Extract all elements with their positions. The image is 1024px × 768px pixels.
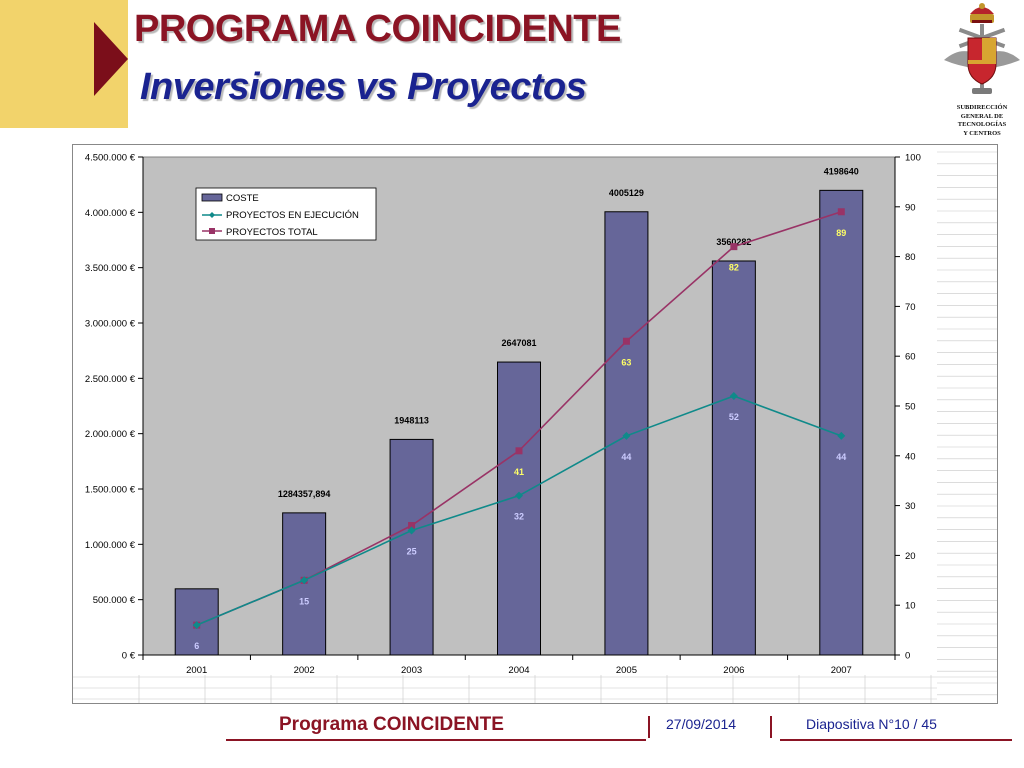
- legend-label: PROYECTOS EN EJECUCIÓN: [226, 210, 359, 221]
- bar-data-label: 4198640: [824, 166, 859, 176]
- x-tick-label: 2003: [401, 665, 422, 676]
- shield-icon: [967, 37, 997, 85]
- y-tick-label-right: 20: [905, 551, 916, 562]
- legend-swatch-bar: [201, 193, 223, 202]
- line-data-label: 89: [836, 228, 846, 238]
- crown-icon: [970, 3, 994, 23]
- y-tick-label-left: 4.500.000 €: [85, 153, 136, 164]
- x-tick-label: 2007: [831, 665, 852, 676]
- crest-caption-line: SUBDIRECCIÓN: [956, 104, 1008, 111]
- line-data-label: 15: [299, 596, 309, 606]
- footer-date: 27/09/2014: [666, 716, 737, 732]
- line-data-label: 6: [194, 641, 199, 651]
- crest-caption: SUBDIRECCIÓN GENERAL DE TECNOLOGÍAS Y CE…: [938, 104, 1024, 138]
- footer-divider-left: [226, 739, 646, 741]
- crest-caption-line: GENERAL DE: [960, 112, 1004, 120]
- y-tick-label-right: 50: [905, 402, 916, 413]
- y-tick-label-left: 3.500.000 €: [85, 263, 136, 274]
- y-tick-label-left: 2.500.000 €: [85, 374, 136, 385]
- bar-data-label: 1284357,894: [278, 489, 331, 499]
- line-data-label: 25: [407, 547, 417, 557]
- y-tick-label-right: 0: [905, 651, 910, 662]
- bar-data-label: 3560282: [716, 237, 751, 247]
- legend-swatch-marker: [209, 228, 215, 234]
- line-data-label: 82: [729, 263, 739, 273]
- line-point: [622, 337, 630, 345]
- footer-program-title: Programa COINCIDENTE: [279, 714, 504, 735]
- chart-container: 0 € 500.000 € 1.000.000 € 1.500.000 € 2.000.…: [72, 144, 998, 704]
- line-data-label: 41: [514, 467, 524, 477]
- line-point: [837, 431, 846, 440]
- page-subtitle: Inversiones vs Proyectos: [140, 66, 587, 108]
- legend-box: [195, 187, 377, 241]
- line-point: [407, 526, 416, 535]
- line-data-label: 32: [514, 512, 524, 522]
- line-data-label: 44: [621, 452, 631, 462]
- footer-separator: [648, 716, 650, 738]
- bar-data-label: 4005129: [609, 188, 644, 198]
- footer-separator: [770, 716, 772, 738]
- y-tick-label-right: 70: [905, 302, 916, 313]
- y-tick-label-left: 4.000.000 €: [85, 208, 136, 219]
- crest-caption-line: TECNOLOGÍAS: [957, 121, 1007, 128]
- y-tick-label-right: 40: [905, 451, 916, 462]
- y-tick-label-right: 30: [905, 501, 916, 512]
- legend-label: PROYECTOS TOTAL: [226, 227, 318, 238]
- line-point: [300, 576, 309, 585]
- line-point: [192, 621, 201, 630]
- x-tick-label: 2001: [186, 665, 207, 676]
- bar-coste: [497, 361, 541, 656]
- x-tick-label: 2002: [294, 665, 315, 676]
- bar-data-label: 2647081: [501, 338, 536, 348]
- y-tick-label-left: 0 €: [122, 651, 136, 662]
- line-point: [622, 431, 631, 440]
- legend-label: COSTE: [226, 193, 259, 204]
- y-tick-label-right: 90: [905, 202, 916, 213]
- page-title: PROGRAMA COINCIDENTE: [134, 8, 621, 50]
- line-point: [408, 522, 416, 530]
- legend-swatch-marker: [209, 212, 215, 218]
- y-tick-label-left: 1.500.000 €: [85, 485, 136, 496]
- crest-logo: [944, 3, 1020, 94]
- x-tick-label: 2005: [616, 665, 637, 676]
- x-tick-label: 2004: [508, 665, 529, 676]
- y-tick-label-right: 10: [905, 601, 916, 612]
- y-tick-label-right: 100: [905, 153, 921, 164]
- y-tick-label-left: 1.000.000 €: [85, 540, 136, 551]
- y-tick-label-left: 500.000 €: [93, 595, 136, 606]
- line-point: [729, 392, 738, 401]
- footer-divider-right: [780, 739, 1012, 741]
- line-point: [837, 208, 845, 216]
- line-point: [515, 447, 523, 455]
- bar-coste: [711, 260, 756, 656]
- y-tick-label-right: 80: [905, 252, 916, 263]
- footer-slide-number: Diapositiva N°10 / 45: [806, 716, 937, 732]
- line-data-label: 63: [621, 357, 631, 367]
- line-data-label: 52: [729, 412, 739, 422]
- line-point: [515, 491, 523, 500]
- line-point: [730, 243, 738, 251]
- line-data-label: 44: [836, 452, 846, 462]
- y-tick-label-right: 60: [905, 352, 916, 363]
- bar-data-label: 1948113: [394, 415, 429, 425]
- chart: 0 € 500.000 € 1.000.000 € 1.500.000 € 2.000.…: [73, 151, 997, 703]
- title-arrow-icon: [94, 22, 128, 96]
- bar-coste: [819, 189, 864, 656]
- x-tick-label: 2006: [723, 665, 744, 676]
- y-tick-label-left: 3.000.000 €: [85, 319, 136, 330]
- crest-caption-line: Y CENTROS: [963, 129, 1001, 137]
- bar-coste: [389, 438, 434, 656]
- y-tick-label-left: 2.000.000 €: [85, 429, 136, 440]
